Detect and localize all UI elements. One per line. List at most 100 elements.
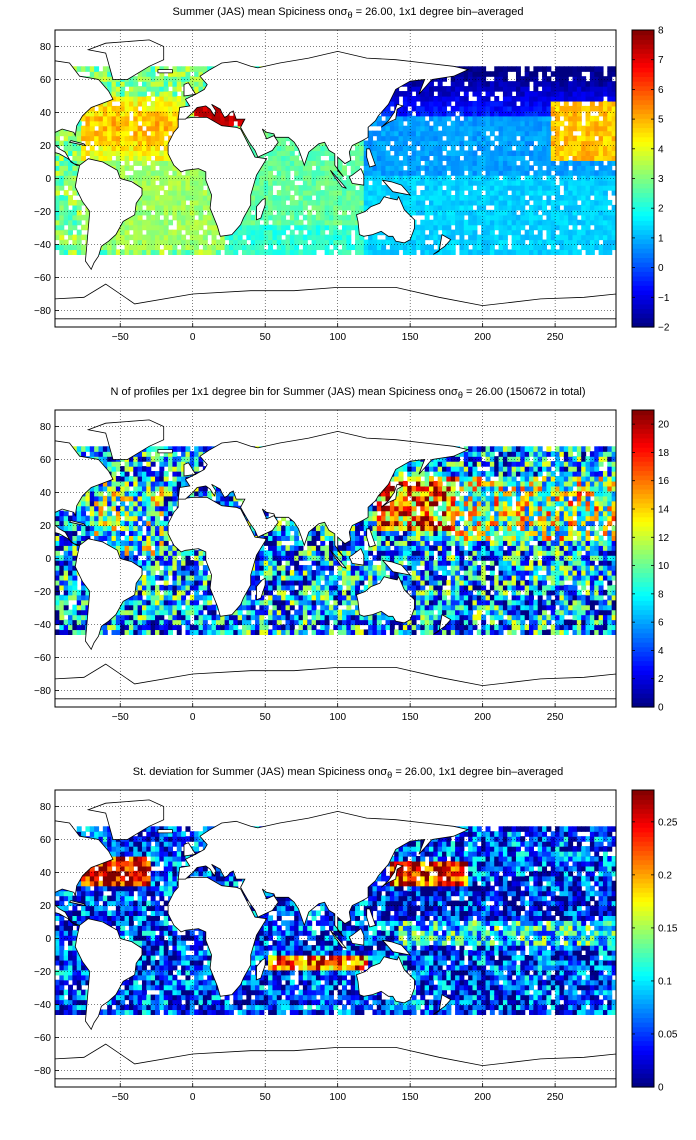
heatmap-cell: [459, 204, 465, 211]
heatmap-cell: [76, 500, 82, 507]
heatmap-cell: [433, 96, 439, 102]
heatmap-cell: [385, 155, 391, 161]
heatmap-cell: [72, 624, 78, 631]
heatmap-cell: [568, 195, 574, 201]
heatmap-cell: [141, 165, 147, 171]
heatmap-cell: [437, 130, 443, 137]
heatmap-cell: [472, 71, 478, 77]
heatmap-cell: [107, 115, 113, 122]
heatmap-cell: [124, 145, 130, 152]
heatmap-cell: [502, 115, 508, 122]
heatmap-cell: [546, 224, 552, 231]
heatmap-cell: [102, 520, 108, 527]
heatmap-cell: [172, 204, 178, 211]
heatmap-cell: [168, 185, 174, 191]
heatmap-cell: [533, 135, 539, 142]
heatmap-cell: [63, 175, 69, 181]
heatmap-cell: [442, 224, 447, 231]
heatmap-cell: [407, 160, 413, 166]
heatmap-cell: [568, 145, 574, 152]
heatmap-cell: [346, 234, 352, 241]
heatmap-cell: [407, 204, 413, 211]
heatmap-cell: [468, 204, 474, 211]
heatmap-cell: [524, 160, 530, 166]
heatmap-cell: [72, 584, 78, 591]
heatmap-cell: [424, 249, 430, 255]
heatmap-cell: [272, 204, 278, 211]
heatmap-cell: [394, 115, 400, 122]
heatmap-cell: [59, 244, 65, 251]
heatmap-cell: [468, 185, 474, 191]
heatmap-cell: [368, 244, 374, 251]
heatmap-cell: [455, 185, 461, 191]
heatmap-cell: [389, 125, 395, 132]
heatmap-cell: [150, 110, 156, 117]
heatmap-cell: [533, 81, 539, 87]
title-prefix: Summer (JAS) mean Spiciness on: [172, 6, 341, 18]
heatmap-cell: [368, 140, 374, 147]
heatmap-cell: [546, 66, 552, 72]
heatmap-cell: [320, 199, 326, 206]
heatmap-cell: [207, 209, 213, 216]
heatmap-cell: [472, 199, 478, 206]
heatmap-cell: [485, 249, 491, 255]
heatmap-cell: [207, 110, 213, 117]
heatmap-cell: [572, 229, 578, 236]
heatmap-cell: [559, 214, 565, 221]
heatmap-cell: [420, 209, 426, 216]
heatmap-cell: [81, 624, 87, 631]
heatmap-cell: [568, 170, 574, 176]
heatmap-cell: [298, 160, 304, 166]
heatmap-cell: [415, 170, 421, 176]
heatmap-cell: [159, 180, 165, 186]
heatmap-cell: [394, 150, 400, 156]
heatmap-cell: [220, 234, 226, 241]
heatmap-cell: [459, 140, 465, 147]
heatmap-cell: [141, 105, 147, 112]
heatmap-cell: [141, 244, 147, 251]
heatmap-cell: [468, 140, 474, 147]
heatmap-cell: [572, 115, 578, 122]
heatmap-cell: [189, 195, 195, 201]
heatmap-cell: [585, 160, 591, 166]
heatmap-cell: [181, 219, 187, 226]
heatmap-cell: [581, 244, 587, 251]
heatmap-cell: [85, 140, 91, 147]
heatmap-cell: [411, 86, 417, 92]
heatmap-cell: [120, 125, 126, 132]
heatmap-cell: [468, 180, 474, 186]
heatmap-cell: [155, 239, 160, 246]
heatmap-cell: [133, 110, 139, 117]
heatmap-cell: [111, 120, 117, 127]
heatmap-cell: [146, 135, 152, 142]
heatmap-cell: [420, 110, 426, 117]
heatmap-cell: [429, 195, 434, 201]
heatmap-cell: [581, 209, 587, 216]
heatmap-cell: [446, 229, 452, 236]
heatmap-cell: [442, 130, 447, 137]
heatmap-cell: [398, 170, 404, 176]
heatmap-cell: [589, 234, 595, 241]
heatmap-cell: [276, 244, 282, 251]
heatmap-cell: [68, 540, 73, 546]
heatmap-cell: [494, 180, 500, 186]
heatmap-cell: [402, 249, 408, 255]
heatmap-cell: [285, 234, 291, 241]
heatmap-cell: [320, 180, 326, 186]
heatmap-cell: [420, 249, 426, 255]
heatmap-cell: [446, 160, 452, 166]
heatmap-cell: [433, 224, 439, 231]
heatmap-cell: [155, 199, 160, 206]
heatmap-cell: [81, 115, 87, 122]
heatmap-cell: [276, 214, 282, 221]
heatmap-cell: [385, 185, 391, 191]
heatmap-cell: [485, 165, 491, 171]
heatmap-cell: [472, 160, 478, 166]
heatmap-cell: [115, 96, 121, 102]
heatmap-cell: [120, 110, 126, 117]
heatmap-cell: [546, 219, 552, 226]
colorbar-swatch: [632, 81, 654, 87]
heatmap-cell: [185, 170, 191, 176]
heatmap-cell: [568, 180, 574, 186]
heatmap-cell: [555, 115, 561, 122]
